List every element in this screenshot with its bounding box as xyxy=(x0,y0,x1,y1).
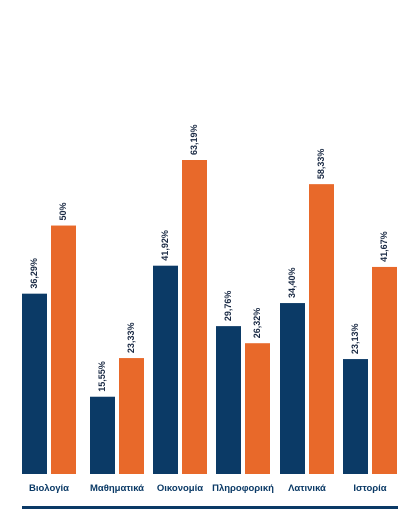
data-label-orange-0: 50% xyxy=(58,203,68,221)
x-axis-line xyxy=(22,506,398,509)
data-label-blue-1: 15,55% xyxy=(97,361,107,392)
bar-orange-4 xyxy=(309,184,334,474)
data-label-orange-4: 58,33% xyxy=(316,149,326,180)
data-label-orange-5: 41,67% xyxy=(379,231,389,262)
category-label-3: Πληροφορική xyxy=(212,483,274,494)
category-label-2: Οικονομία xyxy=(157,483,203,494)
category-label-5: Ιστορία xyxy=(353,483,386,494)
category-label-0: Βιολογία xyxy=(29,483,69,494)
data-label-orange-2: 63,19% xyxy=(189,124,199,155)
data-label-orange-1: 23,33% xyxy=(126,323,136,354)
bar-blue-5 xyxy=(343,359,368,474)
data-label-blue-5: 23,13% xyxy=(350,324,360,355)
data-label-orange-3: 26,32% xyxy=(252,308,262,339)
data-label-blue-4: 34,40% xyxy=(287,268,297,299)
data-label-blue-3: 29,76% xyxy=(223,291,233,322)
bar-orange-3 xyxy=(245,343,270,474)
bar-orange-0 xyxy=(51,225,76,474)
category-label-1: Μαθηματικά xyxy=(90,483,144,494)
bar-blue-2 xyxy=(153,265,178,474)
bar-orange-5 xyxy=(372,266,397,474)
bar-blue-4 xyxy=(280,303,305,474)
bar-orange-2 xyxy=(182,160,207,474)
bar-orange-1 xyxy=(119,358,144,474)
bar-blue-0 xyxy=(22,293,47,474)
data-label-blue-0: 36,29% xyxy=(29,258,39,289)
bar-blue-1 xyxy=(90,396,115,474)
category-label-4: Λατινικά xyxy=(288,483,326,494)
data-label-blue-2: 41,92% xyxy=(160,230,170,261)
bar-blue-3 xyxy=(216,326,241,474)
